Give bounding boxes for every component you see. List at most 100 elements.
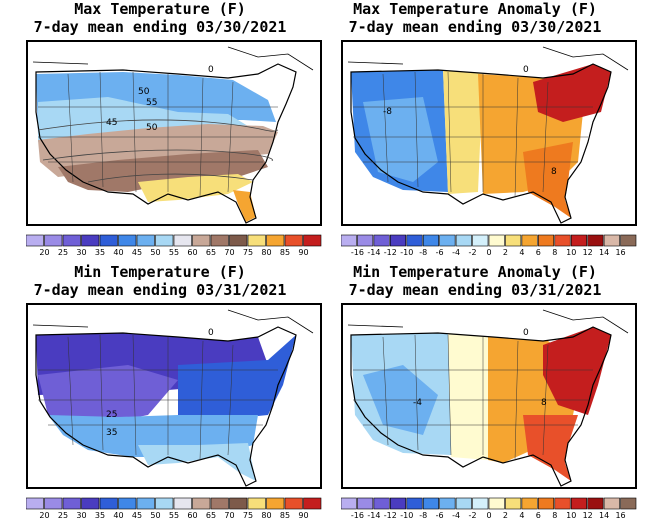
panel-max-temperature-anomaly: Max Temperature Anomaly (F) 7-day mean e…: [315, 0, 646, 263]
colorbar-swatch: [422, 497, 439, 510]
colorbar-swatch: [229, 497, 248, 510]
state-lines: [38, 71, 278, 198]
map-label: -4: [413, 398, 422, 408]
colorbar-swatch: [192, 234, 211, 247]
colorbar-tick-label: 0: [486, 248, 492, 257]
contours: [37, 119, 279, 183]
colorbar-swatch: [390, 497, 407, 510]
map-svg: 0 50 55 45 50: [32, 46, 314, 224]
colorbar-tick-label: 40: [113, 511, 124, 520]
colorbar-tick-label: 35: [94, 511, 106, 520]
colorbar-swatch: [210, 497, 229, 510]
colorbar-tick-label: 90: [298, 248, 309, 257]
colorbar: 20 25 30 35 40 45 50 55 60 65 70 75 80 85 90: [26, 497, 322, 525]
colorbar-swatch: [373, 497, 390, 510]
region-northeast: [543, 327, 611, 415]
colorbar-swatch: [266, 234, 285, 247]
colorbar-tick-label: -8: [419, 511, 428, 520]
colorbar-swatch: [488, 497, 505, 510]
map-label: 25: [106, 410, 117, 420]
colorbar-tick-label: 16: [615, 511, 626, 520]
colorbar-tick-label: 8: [552, 511, 558, 520]
colorbar-swatch: [521, 497, 538, 510]
colorbar-swatch: [81, 234, 100, 247]
colorbar-swatch: [155, 234, 174, 247]
region-plains: [443, 70, 483, 194]
colorbar-tick-label: 50: [150, 248, 161, 257]
canada-coast: [32, 46, 314, 71]
colorbar-swatch: [136, 497, 155, 510]
colorbar-swatch: [118, 234, 137, 247]
panel-max-temperature: Max Temperature (F) 7-day mean ending 03…: [0, 0, 331, 263]
colorbar-swatch: [118, 497, 137, 510]
colorbar-swatch: [99, 234, 118, 247]
colorbar-tick-label: 20: [39, 511, 50, 520]
colorbar-tick-label: 60: [187, 511, 198, 520]
colorbar-swatch: [62, 497, 81, 510]
colorbar-swatch: [357, 497, 374, 510]
map-label: 0: [523, 328, 529, 338]
colorbar-swatch: [26, 497, 44, 510]
colorbar-swatch: [303, 234, 322, 247]
colorbar-tick-label: 30: [76, 248, 87, 257]
panel-title: Min Temperature Anomaly (F): [353, 263, 597, 281]
colorbar-tick-label: 25: [57, 248, 69, 257]
panel-subtitle: 7-day mean ending 03/31/2021: [348, 281, 602, 299]
colorbar-swatch: [210, 234, 229, 247]
map-svg: 0 -8 8: [347, 46, 629, 224]
map-label: 50: [146, 123, 158, 133]
colorbar-tick-label: -12: [383, 248, 397, 257]
colorbar-tick-label: 75: [242, 248, 254, 257]
colorbar-tick-label: 40: [113, 248, 124, 257]
colorbar-tick-label: 55: [168, 248, 180, 257]
colorbar-swatch: [284, 497, 303, 510]
canada-coast: [347, 309, 629, 334]
colorbar-swatch: [341, 234, 357, 247]
canada-coast: [32, 309, 314, 334]
colorbar-swatches: [341, 234, 637, 247]
map-label: 35: [106, 428, 117, 438]
colorbar-swatch: [173, 234, 192, 247]
us-outline: [350, 326, 612, 487]
colorbar-tick-label: 60: [187, 248, 198, 257]
colorbar-swatch: [341, 497, 357, 510]
colorbar-tick-label: 65: [205, 248, 217, 257]
colorbar-swatch: [373, 234, 390, 247]
colorbar-swatch: [620, 234, 637, 247]
panel-title: Max Temperature (F): [74, 0, 246, 18]
region-southeast: [523, 415, 578, 481]
colorbar-swatches: [341, 497, 637, 510]
colorbar-tick-label: 6: [535, 511, 541, 520]
colorbar-swatch: [587, 497, 604, 510]
map-label: 50: [138, 87, 150, 97]
map-label: -8: [383, 107, 392, 117]
colorbar-tick-label: 2: [502, 511, 508, 520]
colorbar-tick-label: -4: [452, 511, 461, 520]
colorbar-swatch: [620, 497, 637, 510]
colorbar-tick-label: 4: [519, 511, 525, 520]
colorbar-tick-label: 75: [242, 511, 254, 520]
colorbar-swatch: [505, 497, 522, 510]
colorbar-tick-label: -10: [400, 248, 414, 257]
colorbar-swatch: [247, 497, 266, 510]
region-mid: [38, 365, 178, 425]
map-svg: 0 -4 8: [347, 309, 629, 487]
us-outline: [35, 326, 297, 487]
colorbar-tick-label: 85: [279, 248, 291, 257]
colorbar-tick-label: -4: [452, 248, 461, 257]
panel-subtitle: 7-day mean ending 03/30/2021: [348, 18, 602, 36]
colorbar-swatch: [99, 497, 118, 510]
colorbar-tick-label: -14: [367, 511, 381, 520]
colorbar-tick-label: 45: [131, 511, 143, 520]
colorbar-swatch: [538, 234, 555, 247]
colorbar-tick-label: 10: [566, 248, 577, 257]
colorbar-tick-label: 55: [168, 511, 180, 520]
map-max-temperature-anomaly: 0 -8 8: [341, 40, 637, 226]
canada-coast: [347, 46, 629, 71]
map-label: 8: [551, 167, 557, 177]
panel-subtitle: 7-day mean ending 03/30/2021: [33, 18, 287, 36]
colorbar-tick-label: 14: [599, 248, 610, 257]
map-label: 55: [146, 98, 157, 108]
colorbar-tick-label: 6: [535, 248, 541, 257]
map-min-temperature: 0 25 35: [26, 303, 322, 489]
